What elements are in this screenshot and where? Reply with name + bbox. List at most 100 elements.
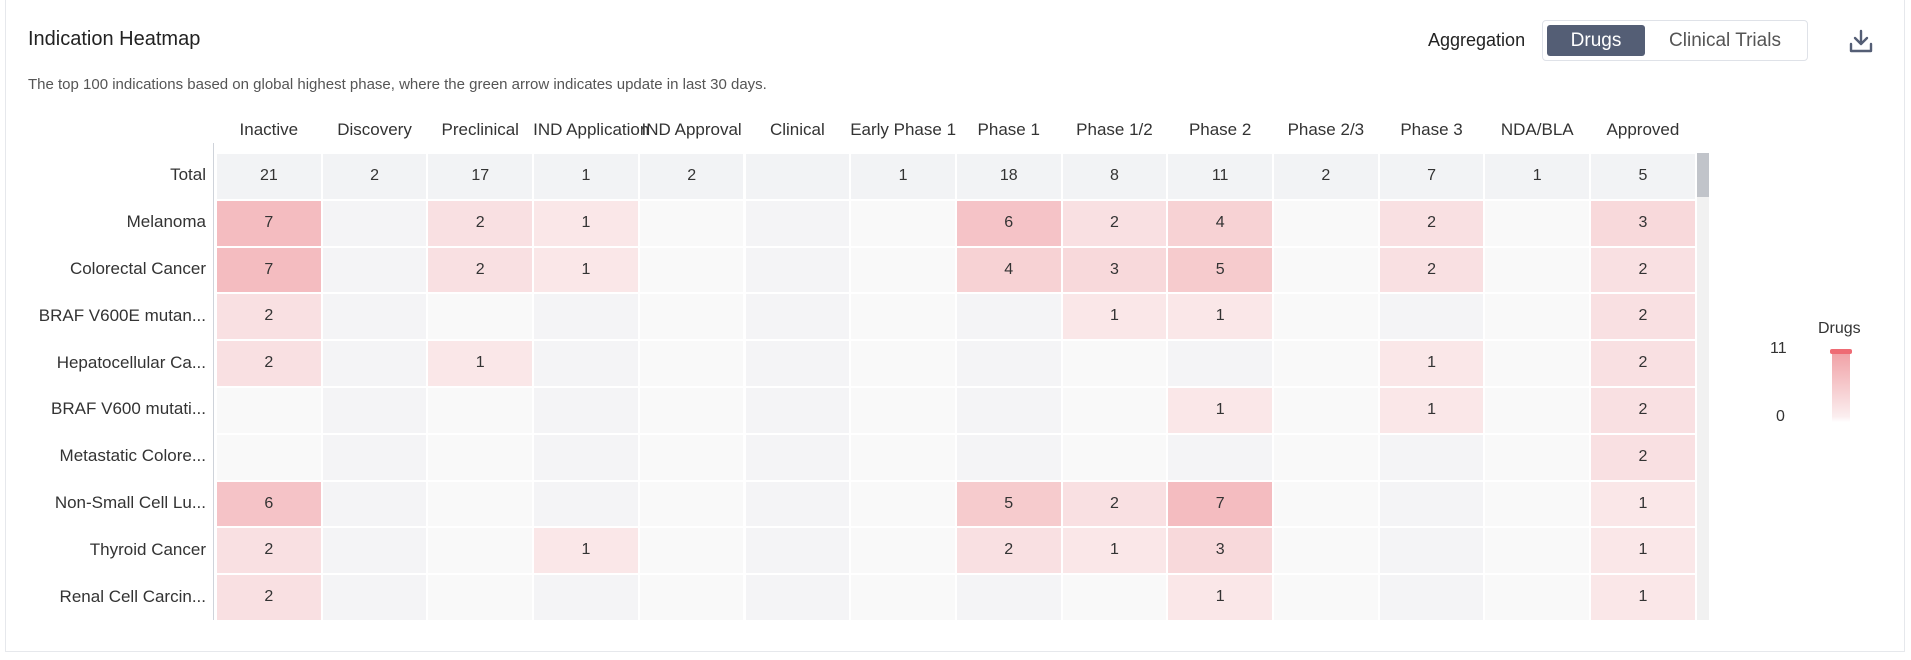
heatmap-cell[interactable] [957,435,1061,480]
heatmap-cell[interactable] [640,388,744,433]
heatmap-cell[interactable] [1274,435,1378,480]
heatmap-cell[interactable] [640,482,744,527]
heatmap-cell[interactable] [640,201,744,246]
heatmap-cell[interactable] [851,294,955,339]
heatmap-cell[interactable] [1063,341,1167,386]
total-cell[interactable]: 17 [428,154,532,199]
heatmap-cell[interactable] [1274,201,1378,246]
total-cell[interactable]: 5 [1591,154,1695,199]
heatmap-cell[interactable]: 2 [217,294,321,339]
heatmap-cell[interactable]: 4 [1168,201,1272,246]
heatmap-cell[interactable]: 6 [957,201,1061,246]
heatmap-cell[interactable] [1485,341,1589,386]
heatmap-cell[interactable] [1485,528,1589,573]
total-cell[interactable]: 2 [1274,154,1378,199]
legend-range-handle[interactable] [1830,349,1852,354]
heatmap-cell[interactable]: 2 [1591,435,1695,480]
heatmap-cell[interactable] [323,575,427,620]
heatmap-cell[interactable]: 1 [534,248,638,293]
heatmap-cell[interactable] [746,575,850,620]
heatmap-cell[interactable] [957,341,1061,386]
heatmap-cell[interactable]: 3 [1168,528,1272,573]
heatmap-cell[interactable] [1063,575,1167,620]
heatmap-cell[interactable] [217,388,321,433]
heatmap-cell[interactable] [1380,294,1484,339]
heatmap-cell[interactable] [323,248,427,293]
heatmap-cell[interactable] [1485,575,1589,620]
clinical-trials-toggle-button[interactable]: Clinical Trials [1647,25,1803,56]
heatmap-cell[interactable] [851,528,955,573]
heatmap-cell[interactable] [957,294,1061,339]
heatmap-cell[interactable] [1063,435,1167,480]
heatmap-cell[interactable] [851,248,955,293]
heatmap-cell[interactable]: 5 [1168,248,1272,293]
heatmap-cell[interactable]: 2 [1591,294,1695,339]
heatmap-cell[interactable] [534,294,638,339]
heatmap-cell[interactable] [1485,388,1589,433]
heatmap-cell[interactable] [428,388,532,433]
heatmap-cell[interactable]: 1 [1380,388,1484,433]
heatmap-cell[interactable] [534,435,638,480]
heatmap-cell[interactable]: 1 [1063,528,1167,573]
heatmap-cell[interactable]: 6 [217,482,321,527]
heatmap-cell[interactable] [1168,435,1272,480]
heatmap-cell[interactable] [323,528,427,573]
heatmap-cell[interactable] [1274,528,1378,573]
heatmap-cell[interactable]: 2 [1591,388,1695,433]
heatmap-cell[interactable] [534,575,638,620]
heatmap-cell[interactable]: 7 [1168,482,1272,527]
heatmap-cell[interactable] [217,435,321,480]
heatmap-cell[interactable] [1274,341,1378,386]
heatmap-cell[interactable] [1485,248,1589,293]
heatmap-cell[interactable] [1485,201,1589,246]
heatmap-cell[interactable]: 1 [1591,482,1695,527]
total-cell[interactable]: 1 [534,154,638,199]
heatmap-cell[interactable] [1168,341,1272,386]
heatmap-cell[interactable] [851,435,955,480]
heatmap-cell[interactable]: 1 [1168,575,1272,620]
heatmap-cell[interactable] [323,341,427,386]
total-cell[interactable]: 7 [1380,154,1484,199]
total-cell[interactable]: 11 [1168,154,1272,199]
heatmap-cell[interactable]: 1 [1063,294,1167,339]
total-cell[interactable]: 21 [217,154,321,199]
heatmap-cell[interactable]: 2 [428,201,532,246]
heatmap-cell[interactable] [851,388,955,433]
total-cell[interactable]: 18 [957,154,1061,199]
heatmap-cell[interactable] [851,575,955,620]
heatmap-cell[interactable] [428,294,532,339]
heatmap-cell[interactable]: 2 [1380,248,1484,293]
heatmap-cell[interactable] [746,201,850,246]
heatmap-cell[interactable]: 2 [217,575,321,620]
heatmap-cell[interactable] [1380,435,1484,480]
heatmap-cell[interactable] [746,294,850,339]
heatmap-cell[interactable] [1380,575,1484,620]
heatmap-cell[interactable]: 1 [1168,294,1272,339]
heatmap-cell[interactable] [746,435,850,480]
download-icon[interactable] [1846,26,1876,56]
heatmap-cell[interactable] [323,201,427,246]
heatmap-cell[interactable]: 2 [428,248,532,293]
heatmap-cell[interactable]: 4 [957,248,1061,293]
scrollbar-track[interactable] [1697,153,1709,620]
heatmap-cell[interactable]: 2 [1063,482,1167,527]
heatmap-cell[interactable] [1274,388,1378,433]
heatmap-cell[interactable]: 2 [1591,248,1695,293]
heatmap-cell[interactable] [746,248,850,293]
heatmap-cell[interactable] [851,201,955,246]
heatmap-cell[interactable] [1274,294,1378,339]
heatmap-cell[interactable] [746,482,850,527]
heatmap-cell[interactable] [323,435,427,480]
heatmap-cell[interactable]: 5 [957,482,1061,527]
heatmap-cell[interactable]: 1 [534,528,638,573]
heatmap-cell[interactable] [957,388,1061,433]
heatmap-cell[interactable]: 1 [1591,575,1695,620]
heatmap-cell[interactable] [428,435,532,480]
total-cell[interactable] [746,154,850,199]
heatmap-cell[interactable]: 1 [1168,388,1272,433]
heatmap-cell[interactable] [323,482,427,527]
heatmap-cell[interactable] [428,482,532,527]
heatmap-cell[interactable] [428,575,532,620]
heatmap-cell[interactable]: 3 [1591,201,1695,246]
heatmap-cell[interactable] [534,482,638,527]
